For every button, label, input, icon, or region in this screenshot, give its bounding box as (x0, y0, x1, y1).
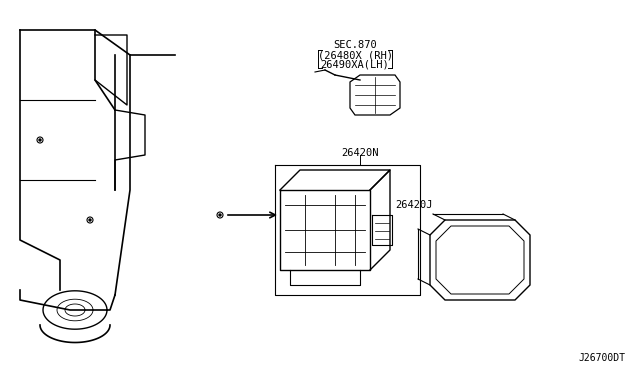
Text: (26480X (RH): (26480X (RH) (317, 50, 392, 60)
Circle shape (89, 219, 91, 221)
Text: SEC.870: SEC.870 (333, 40, 377, 50)
Text: 26420J: 26420J (395, 200, 433, 210)
Circle shape (219, 214, 221, 216)
Text: 26420N: 26420N (341, 148, 379, 158)
Text: 26490XA(LH): 26490XA(LH) (321, 59, 389, 69)
Text: J26700DT: J26700DT (578, 353, 625, 363)
Circle shape (39, 139, 41, 141)
